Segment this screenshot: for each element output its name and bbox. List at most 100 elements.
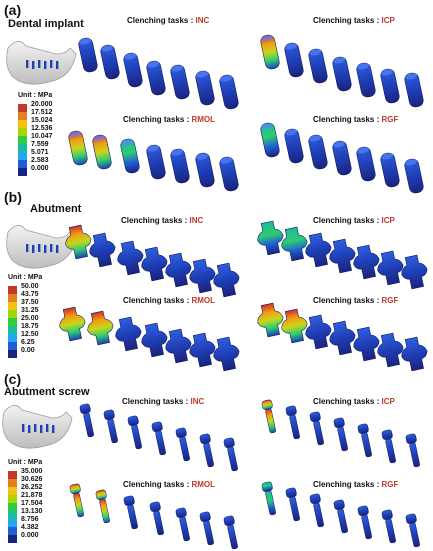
abutment-rgf — [329, 320, 356, 356]
legend-value: 4.382 — [21, 524, 39, 531]
abutment-rmol — [189, 332, 216, 368]
legend-swatch — [18, 152, 27, 160]
panel-b-letter: (b) — [4, 189, 22, 205]
jaw-implant-marker — [38, 244, 41, 252]
jaw-model-c — [2, 405, 73, 449]
legend-value: 12.50 — [21, 331, 39, 338]
screw-rmol — [69, 483, 84, 518]
screw-inc — [223, 437, 238, 472]
legend-value: 20.000 — [31, 101, 53, 108]
jaw-implant-marker — [46, 424, 49, 432]
legend-swatch — [8, 479, 17, 487]
task-code: ICP — [381, 397, 395, 406]
abutment-rmol — [213, 336, 240, 372]
jaw-model-b — [6, 225, 77, 269]
legend-swatch — [8, 503, 17, 511]
legend-swatch — [18, 144, 27, 152]
screw-icp — [261, 399, 276, 434]
panel-b-task-icp: Clenching tasks : ICP — [313, 216, 395, 225]
abutment-icp — [305, 232, 332, 268]
legend-swatch — [8, 326, 17, 334]
screw-rgf — [405, 513, 420, 548]
task-code: RGF — [381, 115, 399, 124]
task-code: RMOL — [191, 115, 216, 124]
legend-swatch — [8, 342, 17, 350]
legend-value: 50.00 — [21, 283, 39, 290]
implant-icp — [380, 68, 400, 104]
panel-a-task-rmol: Clenching tasks : RMOL — [123, 115, 215, 124]
panel-a-letter: (a) — [4, 2, 22, 18]
panel-c-task-inc: Clenching tasks : INC — [122, 397, 204, 406]
legend-swatch-bottom — [18, 168, 27, 176]
screw-inc — [103, 409, 118, 444]
legend-value: 13.130 — [21, 508, 43, 515]
implant-icp — [356, 62, 376, 98]
legend-value: 6.25 — [21, 339, 35, 346]
abutment-rgf — [353, 326, 380, 362]
jaw-implant-marker — [34, 424, 37, 432]
legend-swatch — [8, 302, 17, 310]
legend-value: 18.75 — [21, 323, 39, 330]
legend-swatch — [8, 495, 17, 503]
legend-swatch-bottom — [8, 350, 17, 358]
legend-value: 8.756 — [21, 516, 39, 523]
task-prefix: Clenching tasks : — [127, 16, 196, 25]
panel-c-title: Abutment screw — [4, 386, 90, 398]
legend-value: 0.000 — [21, 532, 39, 539]
implant-rgf — [356, 146, 376, 182]
abutment-inc — [65, 224, 92, 260]
panel-a-task-rgf: Clenching tasks : RGF — [313, 115, 398, 124]
jaw-implant-marker — [50, 60, 53, 68]
task-prefix: Clenching tasks : — [122, 397, 191, 406]
task-code: RGF — [381, 480, 399, 489]
abutment-rgf — [281, 308, 308, 344]
panel-a-task-icp: Clenching tasks : ICP — [313, 16, 395, 25]
implant-icp — [404, 72, 424, 108]
screw-icp — [309, 411, 324, 446]
task-prefix: Clenching tasks : — [313, 216, 382, 225]
legend-value: 26.252 — [21, 484, 43, 491]
jaw-model-a — [6, 41, 77, 85]
task-code: RMOL — [191, 296, 216, 305]
legend-swatch — [8, 294, 17, 302]
panel-b-task-rgf: Clenching tasks : RGF — [313, 296, 398, 305]
screw-icp — [405, 433, 420, 468]
implant-rgf — [284, 128, 304, 164]
task-prefix: Clenching tasks : — [313, 397, 382, 406]
screw-rmol — [149, 501, 164, 536]
screw-rmol — [199, 511, 214, 546]
screw-rgf — [357, 505, 372, 540]
legend-swatch — [8, 519, 17, 527]
legend-value: 12.536 — [31, 125, 53, 132]
legend-value: 15.024 — [31, 117, 53, 124]
jaw-implant-marker — [38, 60, 41, 68]
jaw-implant-marker — [50, 244, 53, 252]
screw-rgf — [381, 509, 396, 544]
abutment-inc — [165, 252, 192, 288]
legend-value: 17.512 — [31, 109, 53, 116]
implant-inc — [123, 52, 143, 88]
implant-icp — [332, 56, 352, 92]
jaw-implant-marker — [22, 424, 25, 432]
panel-a-task-inc: Clenching tasks : INC — [127, 16, 209, 25]
legend-swatch — [18, 104, 27, 112]
abutment-rgf — [377, 332, 404, 368]
implant-inc — [170, 64, 190, 100]
legend-value: 0.000 — [31, 165, 49, 172]
implant-rmol — [146, 144, 166, 180]
legend-swatch — [18, 136, 27, 144]
task-prefix: Clenching tasks : — [123, 480, 192, 489]
legend-swatch — [8, 318, 17, 326]
jaw-implant-marker — [40, 425, 43, 433]
implant-rgf — [260, 122, 280, 158]
legend-value: 0.00 — [21, 347, 35, 354]
implant-rgf — [380, 152, 400, 188]
jaw-implant-marker — [28, 425, 31, 433]
abutment-inc — [117, 240, 144, 276]
jaw-implant-marker — [26, 60, 29, 68]
screw-rmol — [175, 507, 190, 542]
panel-c-letter: (c) — [4, 371, 22, 387]
implant-rmol — [68, 130, 88, 166]
jaw-implant-marker — [26, 244, 29, 252]
